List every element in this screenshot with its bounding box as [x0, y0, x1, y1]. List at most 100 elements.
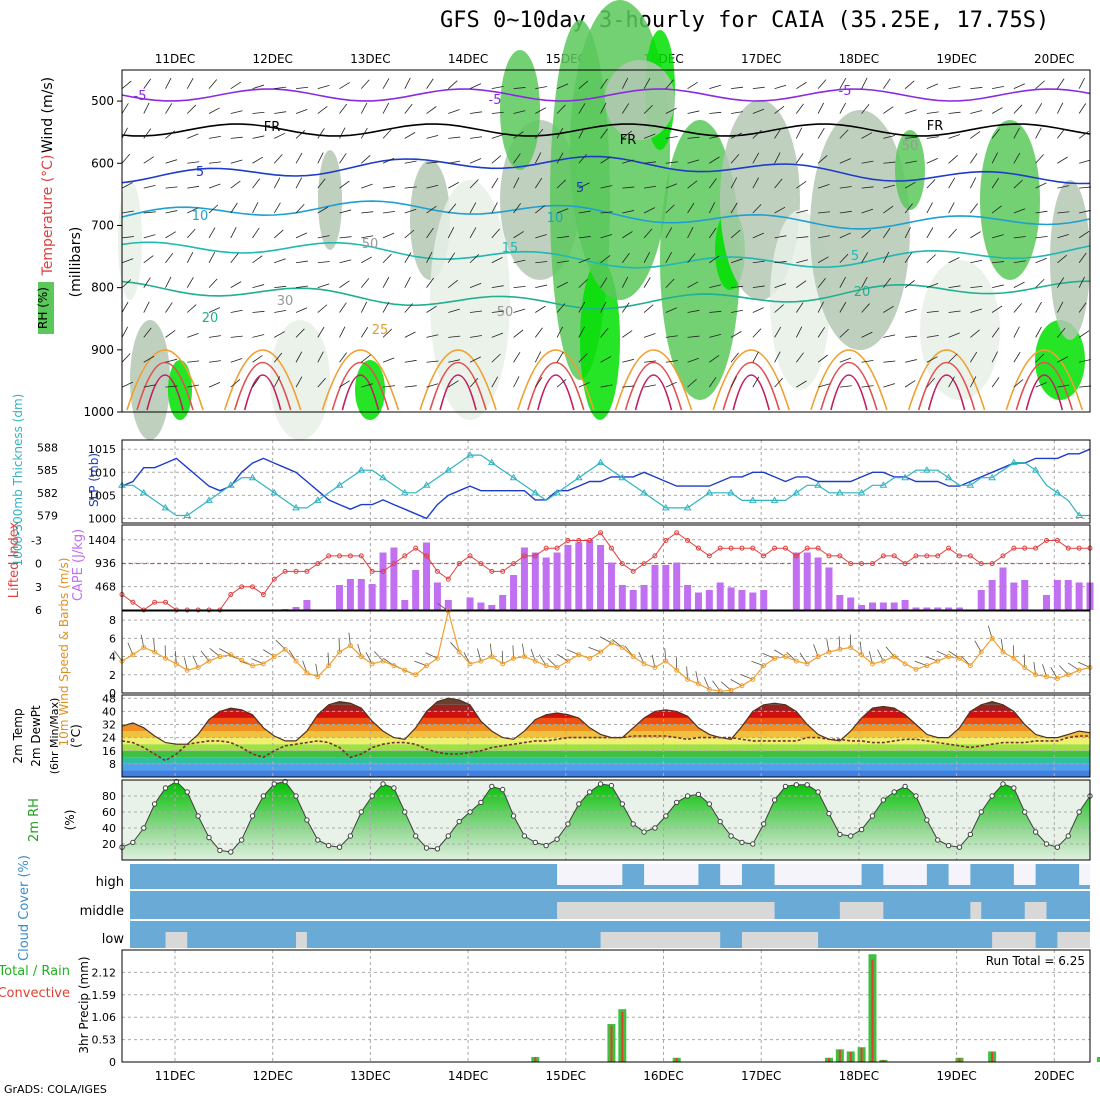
rh-point: [521, 833, 528, 839]
wind-barb: [992, 234, 1004, 239]
wind-barb: [143, 128, 152, 139]
wind-barb: [752, 351, 759, 363]
wind-barb: [252, 202, 259, 214]
cape-bar: [607, 562, 615, 610]
wind-barb: [665, 183, 678, 189]
wind-barb: [317, 283, 330, 289]
day-label-top: 12DEC: [252, 52, 292, 66]
wind-barb: [709, 156, 720, 164]
precip-convective-bar: [958, 1057, 961, 1062]
wind-barb: [382, 385, 395, 388]
cape-bar: [368, 584, 376, 610]
wind-speed-point: [380, 658, 386, 664]
wind-barb: [883, 135, 896, 139]
day-label-bottom: 17DEC: [741, 1069, 781, 1083]
wind-barb: [208, 161, 221, 164]
wind-barb: [730, 352, 739, 363]
wind-barb: [839, 78, 847, 89]
wind-barb: [252, 377, 260, 388]
temperature-contour: [331, 361, 390, 411]
wind-barb: [360, 301, 368, 313]
rh-point: [717, 818, 723, 825]
lifted-point: [837, 553, 843, 559]
wind-speed-point: [217, 654, 223, 660]
wind-barb: [774, 377, 783, 388]
rh-point: [325, 842, 332, 849]
wind-barb: [904, 280, 915, 288]
temperature-contour: [537, 374, 575, 411]
wind-barb: [904, 181, 916, 189]
wind-barb: [600, 356, 612, 363]
wind-barb: [1078, 252, 1087, 263]
precip-tick-label: 1.06: [92, 1011, 117, 1024]
wind-barb: [796, 236, 809, 239]
wind-barb: [556, 83, 569, 90]
wind-barb: [926, 83, 939, 90]
temperature-contour: [121, 200, 1091, 230]
cloud-gap: [970, 902, 982, 919]
wind-barb: [883, 334, 896, 338]
wind-barb: [882, 251, 890, 263]
rh-point: [1000, 781, 1006, 787]
wind-barb: [491, 285, 504, 289]
rh-shading: [430, 180, 510, 420]
wind-barb: [970, 110, 983, 114]
wind-barb: [861, 77, 868, 89]
wind-barb: [230, 180, 241, 189]
wind-barb: [404, 359, 417, 363]
wind-barb: [295, 376, 303, 388]
wind-barb: [1057, 128, 1065, 139]
thickness-point: [335, 481, 344, 488]
wind-barb: [774, 326, 782, 338]
wind-barb: [208, 135, 221, 139]
rh-point: [652, 825, 658, 831]
wind-speed-point: [554, 664, 560, 670]
wind-barb: [273, 202, 281, 214]
slp-axis-label: SLP (mb): [87, 453, 101, 507]
wind-barb: [621, 276, 629, 288]
lifted-point: [239, 584, 245, 590]
temperature-contour: [321, 349, 400, 411]
wind-barb: [230, 358, 243, 363]
wind-barb: [774, 206, 786, 214]
legend-convective: Convective: [0, 986, 70, 1001]
wind-barb: [796, 302, 804, 313]
contour-label: 50: [902, 139, 919, 154]
cape-bar: [1010, 582, 1018, 610]
wind-barb: [730, 177, 738, 189]
wind-barb: [578, 326, 585, 338]
lifted-point: [739, 545, 745, 551]
wind-speed-point: [565, 658, 571, 664]
rh-point: [184, 789, 190, 795]
wind-speed-point: [282, 646, 288, 652]
day-label-bottom: 14DEC: [448, 1069, 488, 1083]
cloud-gap: [992, 932, 1036, 948]
wind-barb: [1057, 211, 1070, 214]
thickness-tick-label: 579: [37, 509, 58, 522]
wind-barb: [448, 109, 460, 114]
wind-speed-point: [728, 687, 734, 693]
rh-point: [728, 833, 734, 839]
wind-barb: [926, 377, 935, 388]
wind-barb: [948, 310, 961, 313]
cape-bar: [357, 579, 365, 610]
temperature-contour: [146, 374, 184, 411]
wind-barb: [491, 332, 504, 338]
wind-speed-point: [587, 655, 593, 661]
rh-point: [434, 846, 441, 852]
wind-barb: [992, 85, 1004, 90]
rh-point: [782, 783, 789, 790]
thickness-line: [122, 454, 1090, 517]
wind-barb: [404, 276, 411, 288]
cape-bar: [760, 590, 768, 610]
wind-barb: [883, 184, 896, 189]
wind-barb: [665, 204, 675, 214]
wind-barb: [230, 159, 243, 164]
rh-point: [151, 801, 158, 807]
wind-barb: [186, 277, 194, 288]
lifted-point: [793, 553, 799, 559]
wind-barb: [339, 259, 352, 264]
wind-barb: [752, 285, 765, 289]
wind-barb: [643, 133, 656, 139]
rh-point: [815, 789, 821, 795]
